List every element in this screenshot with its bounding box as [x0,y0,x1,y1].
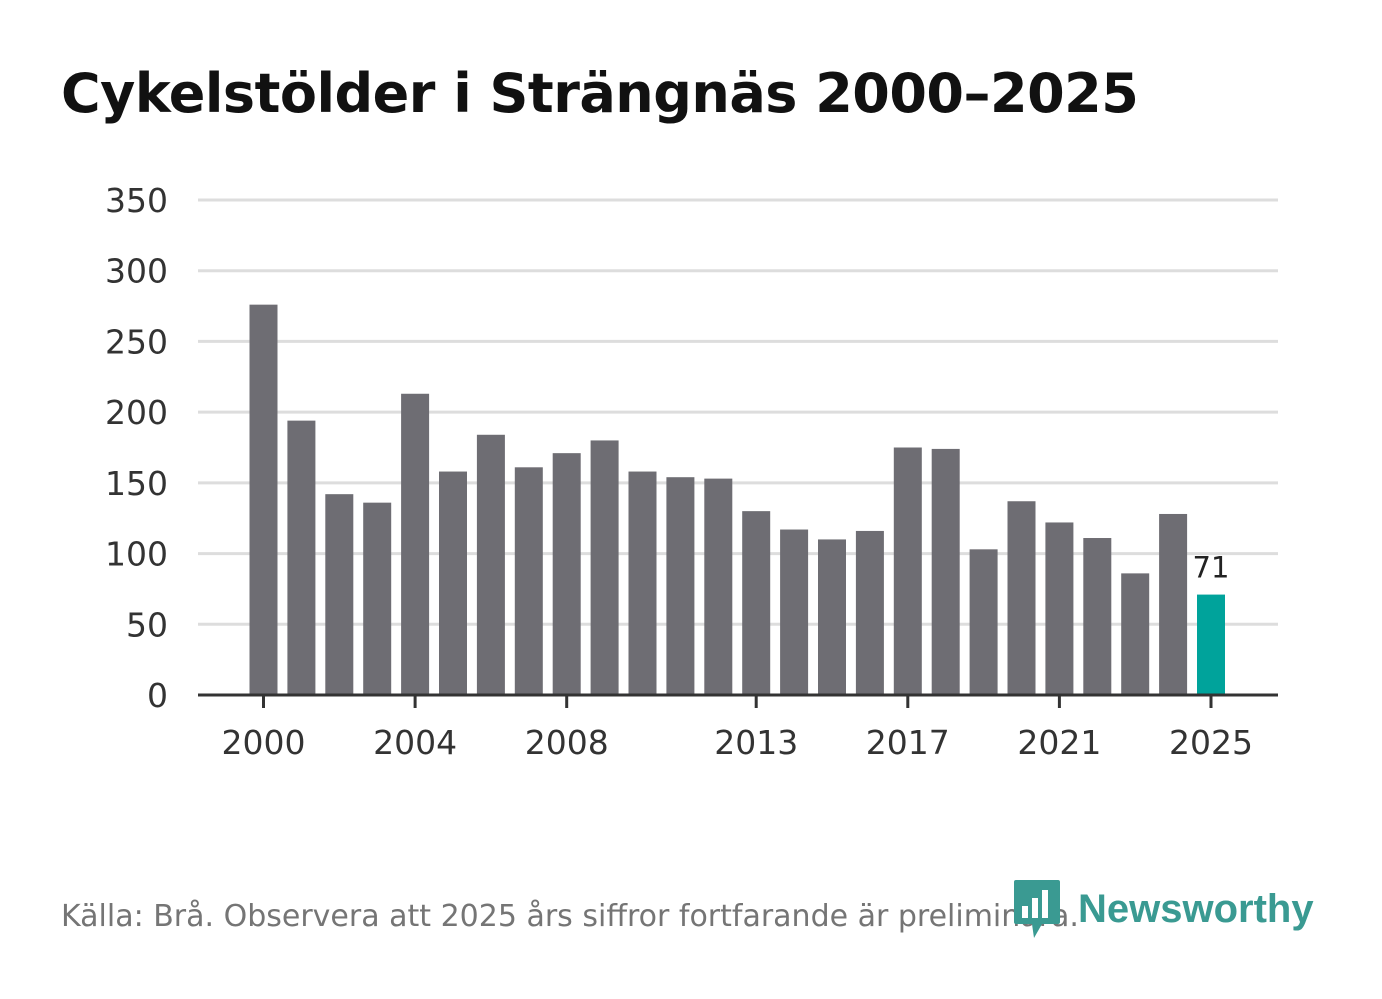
y-tick-label: 0 [147,676,168,715]
x-tick-label: 2017 [866,723,950,762]
bar-2006 [476,434,505,695]
bar-2004 [401,393,430,695]
bar-2005 [439,471,467,695]
bar-2020 [1007,501,1036,695]
bar-2015 [818,539,846,695]
newsworthy-logo[interactable]: Newsworthy [1012,878,1314,940]
bar-2023 [1121,573,1150,695]
x-tick-label: 2021 [1017,723,1101,762]
bar-2002 [325,494,354,695]
data-label-2025: 71 [1193,551,1230,585]
chart-title: Cykelstölder i Strängnäs 2000–2025 [61,62,1139,125]
x-tick-label: 2000 [222,723,306,762]
bar-2001 [287,420,316,695]
bar-2025 [1197,594,1225,695]
y-tick-label: 150 [105,464,168,503]
bar-2014 [780,529,809,695]
x-tick-label: 2008 [525,723,609,762]
newsworthy-chart-icon [1014,880,1060,938]
x-tick-label: 2004 [373,723,457,762]
bar-2010 [628,471,657,695]
bar-2022 [1083,538,1112,695]
bar-2017 [893,447,922,695]
y-tick-label: 250 [105,322,168,361]
bar-2018 [931,448,960,695]
y-tick-label: 350 [105,181,168,220]
y-tick-label: 300 [105,252,168,291]
bar-2016 [855,530,884,695]
x-tick-label: 2025 [1169,723,1253,762]
logo-text: Newsworthy [1078,886,1314,931]
bar-2012 [704,478,733,695]
bar-2009 [590,440,619,695]
y-tick-label: 200 [105,393,168,432]
y-tick-label: 50 [126,605,168,644]
bar-2019 [969,549,998,695]
bar-2008 [552,453,581,695]
bar-2003 [363,502,392,695]
bar-2000 [249,304,278,695]
bar-2013 [742,511,771,695]
y-tick-label: 100 [105,535,168,574]
source-note: Källa: Brå. Observera att 2025 års siffr… [61,899,1079,934]
x-tick-label: 2013 [714,723,798,762]
bar-2021 [1045,522,1074,695]
bar-2011 [666,477,695,695]
bar-2007 [514,467,543,695]
bar-2024 [1159,513,1188,695]
bar-chart: 0 50 100 150 200 250 300 350 2000 2004 2008 2013 201… [105,181,1278,762]
